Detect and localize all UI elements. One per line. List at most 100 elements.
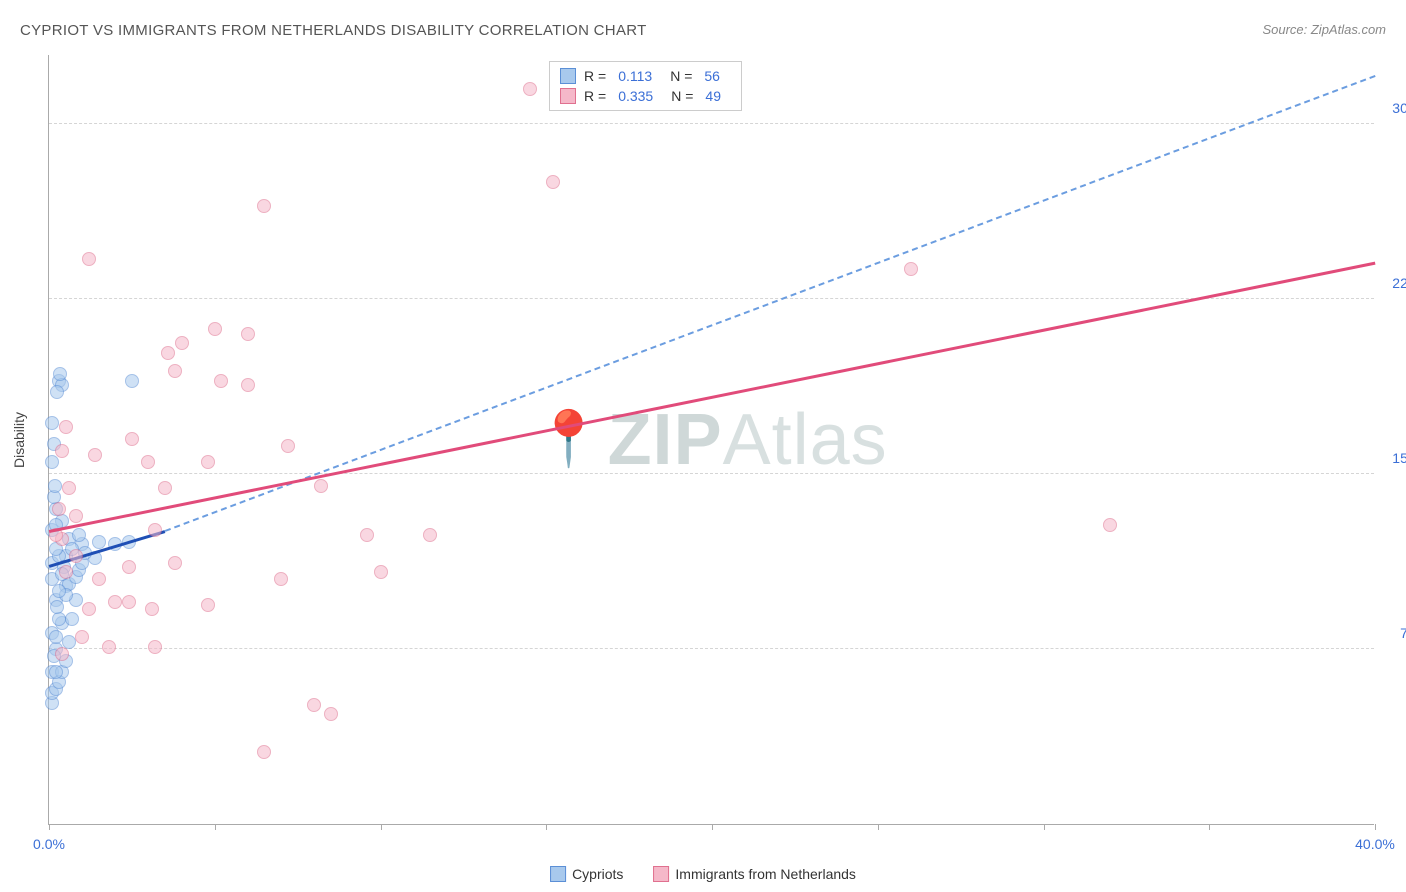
- trend-extrapolated-cypriots: [165, 75, 1376, 532]
- x-tick: [1209, 824, 1210, 830]
- chart-title: CYPRIOT VS IMMIGRANTS FROM NETHERLANDS D…: [20, 22, 647, 39]
- x-tick: [381, 824, 382, 830]
- gridline-h: [49, 473, 1374, 474]
- scatter-point-netherlands: [62, 481, 76, 495]
- x-tick: [878, 824, 879, 830]
- scatter-point-netherlands: [148, 640, 162, 654]
- swatch-cypriots: [560, 68, 576, 84]
- scatter-point-netherlands: [314, 479, 328, 493]
- scatter-point-cypriots: [50, 385, 64, 399]
- scatter-point-netherlands: [88, 448, 102, 462]
- scatter-point-netherlands: [55, 647, 69, 661]
- r-label: R =: [584, 68, 606, 84]
- gridline-h: [49, 648, 1374, 649]
- scatter-point-netherlands: [161, 346, 175, 360]
- n-label: N =: [671, 88, 693, 104]
- scatter-point-netherlands: [141, 455, 155, 469]
- watermark: 📍 ZIPAtlas: [535, 399, 887, 481]
- y-tick-label: 30.0%: [1382, 100, 1406, 116]
- scatter-point-netherlands: [257, 745, 271, 759]
- n-value-netherlands: 49: [705, 88, 721, 104]
- scatter-point-netherlands: [108, 595, 122, 609]
- gridline-h: [49, 123, 1374, 124]
- x-tick: [712, 824, 713, 830]
- scatter-point-netherlands: [148, 523, 162, 537]
- swatch-netherlands: [560, 88, 576, 104]
- legend-swatch-netherlands: [653, 866, 669, 882]
- r-value-netherlands: 0.335: [618, 88, 653, 104]
- scatter-point-netherlands: [241, 327, 255, 341]
- y-tick-label: 7.5%: [1382, 625, 1406, 641]
- scatter-point-cypriots: [49, 665, 63, 679]
- trend-line-netherlands: [49, 262, 1375, 533]
- scatter-point-netherlands: [1103, 518, 1117, 532]
- scatter-point-netherlands: [201, 455, 215, 469]
- scatter-point-netherlands: [59, 565, 73, 579]
- plot-area: 📍 ZIPAtlas Disability R = 0.113 N = 56 R…: [48, 55, 1374, 825]
- scatter-point-netherlands: [145, 602, 159, 616]
- scatter-point-cypriots: [52, 584, 66, 598]
- scatter-point-cypriots: [65, 612, 79, 626]
- x-tick: [1044, 824, 1045, 830]
- scatter-point-cypriots: [53, 367, 67, 381]
- scatter-point-netherlands: [175, 336, 189, 350]
- x-tick: [546, 824, 547, 830]
- stats-legend-box: R = 0.113 N = 56 R = 0.335 N = 49: [549, 61, 742, 111]
- r-label: R =: [584, 88, 606, 104]
- stats-row-cypriots: R = 0.113 N = 56: [560, 66, 731, 86]
- scatter-point-netherlands: [324, 707, 338, 721]
- map-pin-icon: 📍: [535, 408, 603, 471]
- scatter-point-netherlands: [523, 82, 537, 96]
- legend-item-netherlands: Immigrants from Netherlands: [653, 866, 856, 882]
- scatter-point-netherlands: [201, 598, 215, 612]
- n-label: N =: [670, 68, 692, 84]
- scatter-point-netherlands: [158, 481, 172, 495]
- y-tick-label: 15.0%: [1382, 450, 1406, 466]
- scatter-point-netherlands: [281, 439, 295, 453]
- scatter-point-netherlands: [75, 630, 89, 644]
- scatter-point-netherlands: [274, 572, 288, 586]
- scatter-point-netherlands: [55, 444, 69, 458]
- scatter-point-netherlands: [423, 528, 437, 542]
- n-value-cypriots: 56: [704, 68, 720, 84]
- y-tick-label: 22.5%: [1382, 275, 1406, 291]
- scatter-point-cypriots: [48, 479, 62, 493]
- scatter-point-netherlands: [168, 556, 182, 570]
- legend-label-netherlands: Immigrants from Netherlands: [675, 866, 856, 882]
- bottom-legend: Cypriots Immigrants from Netherlands: [550, 866, 856, 882]
- scatter-point-netherlands: [122, 560, 136, 574]
- scatter-point-cypriots: [72, 528, 86, 542]
- scatter-point-cypriots: [92, 535, 106, 549]
- x-tick: [1375, 824, 1376, 830]
- legend-label-cypriots: Cypriots: [572, 866, 623, 882]
- scatter-point-cypriots: [45, 455, 59, 469]
- legend-item-cypriots: Cypriots: [550, 866, 623, 882]
- scatter-point-netherlands: [241, 378, 255, 392]
- scatter-point-netherlands: [82, 602, 96, 616]
- x-tick-label: 40.0%: [1355, 836, 1395, 852]
- scatter-point-netherlands: [82, 252, 96, 266]
- scatter-point-cypriots: [50, 600, 64, 614]
- scatter-point-netherlands: [168, 364, 182, 378]
- x-tick: [49, 824, 50, 830]
- scatter-point-netherlands: [69, 509, 83, 523]
- watermark-bold: ZIP: [608, 399, 723, 481]
- scatter-point-netherlands: [546, 175, 560, 189]
- scatter-point-netherlands: [59, 420, 73, 434]
- legend-swatch-cypriots: [550, 866, 566, 882]
- scatter-point-netherlands: [52, 502, 66, 516]
- source-attribution: Source: ZipAtlas.com: [1262, 22, 1386, 37]
- scatter-point-cypriots: [125, 374, 139, 388]
- scatter-point-cypriots: [45, 416, 59, 430]
- scatter-point-cypriots: [49, 630, 63, 644]
- watermark-light: Atlas: [723, 399, 888, 481]
- x-tick-label: 0.0%: [33, 836, 65, 852]
- r-value-cypriots: 0.113: [618, 68, 652, 84]
- gridline-h: [49, 298, 1374, 299]
- scatter-point-netherlands: [125, 432, 139, 446]
- y-axis-title: Disability: [11, 411, 27, 467]
- x-tick: [215, 824, 216, 830]
- scatter-point-netherlands: [102, 640, 116, 654]
- scatter-point-netherlands: [374, 565, 388, 579]
- scatter-point-netherlands: [208, 322, 222, 336]
